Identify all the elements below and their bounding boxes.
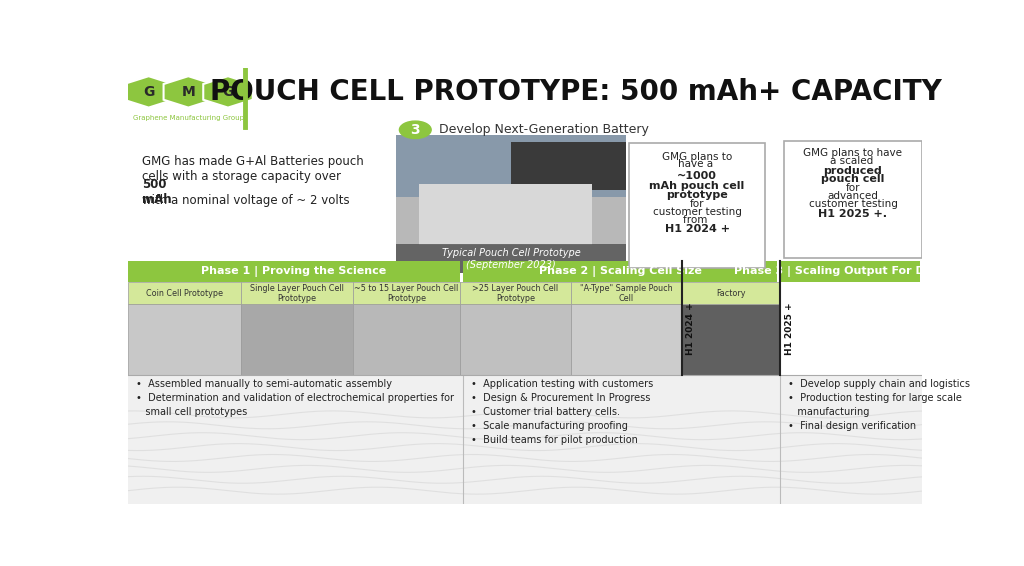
Text: G: G [222,85,233,99]
FancyBboxPatch shape [780,261,920,282]
Text: Typical Pouch Cell Prototype
(September 2023): Typical Pouch Cell Prototype (September … [442,248,581,270]
Polygon shape [124,76,173,108]
Text: "A-Type" Sample Pouch
Cell: "A-Type" Sample Pouch Cell [580,284,673,303]
Text: have a: have a [678,160,716,169]
FancyBboxPatch shape [241,282,353,304]
FancyBboxPatch shape [784,141,922,258]
Polygon shape [164,76,213,108]
Text: GMG plans to have: GMG plans to have [804,148,902,158]
Text: Graphene Manufacturing Group: Graphene Manufacturing Group [133,115,244,121]
FancyBboxPatch shape [396,135,627,273]
FancyBboxPatch shape [128,304,241,375]
FancyBboxPatch shape [463,261,777,282]
Text: Develop Next-Generation Battery: Develop Next-Generation Battery [439,123,649,136]
Text: Phase 2 | Scaling Cell Size: Phase 2 | Scaling Cell Size [539,267,701,277]
FancyBboxPatch shape [128,282,241,304]
Text: mAh pouch cell: mAh pouch cell [649,181,744,191]
Text: ~1000: ~1000 [677,171,717,181]
FancyBboxPatch shape [570,304,682,375]
Text: Single Layer Pouch Cell
Prototype: Single Layer Pouch Cell Prototype [250,284,344,303]
Text: H1 2024 +: H1 2024 + [686,302,695,355]
FancyBboxPatch shape [629,143,765,268]
Text: •  Application testing with customers
•  Design & Procurement In Progress
•  Cus: • Application testing with customers • D… [471,379,653,445]
Text: from: from [683,215,711,225]
Text: G: G [143,85,155,99]
Text: prototype: prototype [667,190,728,200]
Text: H1 2025 +: H1 2025 + [784,302,794,355]
Text: produced: produced [823,165,883,175]
Text: H1 2024 +: H1 2024 + [665,224,729,234]
Text: ~5 to 15 Layer Pouch Cell
Prototype: ~5 to 15 Layer Pouch Cell Prototype [354,284,459,303]
Text: GMG has made G+Al Batteries pouch
cells with a storage capacity over: GMG has made G+Al Batteries pouch cells … [142,155,365,183]
Circle shape [399,121,431,139]
Text: customer testing: customer testing [809,199,897,209]
Text: •  Assembled manually to semi-automatic assembly
•  Determination and validation: • Assembled manually to semi-automatic a… [136,379,454,417]
Text: for: for [690,199,705,209]
Text: pouch cell: pouch cell [821,174,885,185]
Text: M: M [181,85,196,99]
FancyBboxPatch shape [419,183,592,245]
FancyBboxPatch shape [128,261,460,282]
FancyBboxPatch shape [682,282,780,304]
FancyBboxPatch shape [241,304,353,375]
FancyBboxPatch shape [511,142,627,190]
Text: 3: 3 [411,123,420,137]
FancyBboxPatch shape [128,375,922,504]
Text: •  Develop supply chain and logistics
•  Production testing for large scale
   m: • Develop supply chain and logistics • P… [788,379,971,431]
Polygon shape [203,76,253,108]
FancyBboxPatch shape [396,135,627,197]
Text: Phase 3 | Scaling Output For Demand: Phase 3 | Scaling Output For Demand [733,267,967,277]
Text: >25 Layer Pouch Cell
Prototype: >25 Layer Pouch Cell Prototype [472,284,558,303]
FancyBboxPatch shape [396,244,627,273]
FancyBboxPatch shape [570,282,682,304]
Text: 500
mAh: 500 mAh [142,178,172,206]
FancyBboxPatch shape [353,282,460,304]
FancyBboxPatch shape [460,282,570,304]
Text: customer testing: customer testing [652,207,741,217]
Text: POUCH CELL PROTOTYPE: 500 mAh+ CAPACITY: POUCH CELL PROTOTYPE: 500 mAh+ CAPACITY [211,78,942,106]
Text: for: for [846,183,860,193]
FancyBboxPatch shape [460,304,570,375]
Text: Factory: Factory [717,289,745,298]
Text: H1 2025 +.: H1 2025 +. [818,209,888,219]
FancyBboxPatch shape [353,304,460,375]
Text: Phase 1 | Proving the Science: Phase 1 | Proving the Science [202,267,386,277]
FancyBboxPatch shape [682,304,780,375]
Text: Coin Cell Prototype: Coin Cell Prototype [145,289,223,298]
Text: with a nominal voltage of ~ 2 volts: with a nominal voltage of ~ 2 volts [142,194,350,207]
Text: a scaled: a scaled [829,156,877,166]
Text: GMG plans to: GMG plans to [662,152,732,162]
Text: advanced: advanced [827,191,879,201]
